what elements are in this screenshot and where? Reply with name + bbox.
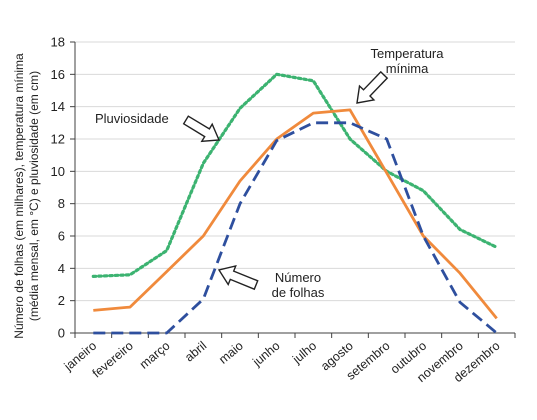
- y-tick-label: 18: [51, 35, 65, 50]
- y-tick-label: 12: [51, 132, 65, 147]
- y-axis-title-line-2: (média mensal, em °C) e pluviosidade (em…: [27, 71, 41, 321]
- gridlines: [75, 41, 515, 302]
- annotation-arrow-1: [356, 70, 389, 104]
- y-axis-title-line-1: Número de folhas (em milhares), temperat…: [12, 53, 26, 339]
- series-line-1: [93, 108, 498, 320]
- y-tick-label: 14: [51, 99, 65, 114]
- x-tick-label-fevereiro: fevereiro: [90, 339, 136, 381]
- annotation-label-1-0: Temperatura: [371, 46, 445, 61]
- y-tick-label: 16: [51, 67, 65, 82]
- annotation-label-1-1: mínima: [386, 61, 429, 76]
- y-axis-ticks: 0 2 4 6 8 10 12 14 16 18: [51, 35, 65, 341]
- y-tick-label: 0: [58, 326, 65, 341]
- x-tick-label-junho: junho: [249, 339, 282, 370]
- annotation-label-2-0: Número: [275, 270, 321, 285]
- x-tick-label-maio: maio: [216, 339, 246, 367]
- y-axis-title: Número de folhas (em milhares), temperat…: [12, 53, 41, 339]
- y-tick-label: 10: [51, 164, 65, 179]
- y-tick-label: 8: [58, 196, 65, 211]
- series-line-0: [91, 72, 499, 278]
- annotation-arrow-2: [217, 265, 259, 291]
- y-tick-label: 6: [58, 229, 65, 244]
- series-line-2: [93, 121, 498, 335]
- x-tick-label-abril: abril: [182, 339, 209, 365]
- annotation-label-2-1: de folhas: [272, 285, 325, 300]
- annotation-arrow-0: [182, 115, 221, 143]
- series-lines: [91, 72, 499, 335]
- x-tick-label-julho: julho: [289, 339, 319, 367]
- y-tick-label: 4: [58, 261, 65, 276]
- y-tick-label: 2: [58, 293, 65, 308]
- annotation-label-0-0: Pluviosidade: [95, 111, 169, 126]
- x-tick-label-março: março: [137, 339, 173, 372]
